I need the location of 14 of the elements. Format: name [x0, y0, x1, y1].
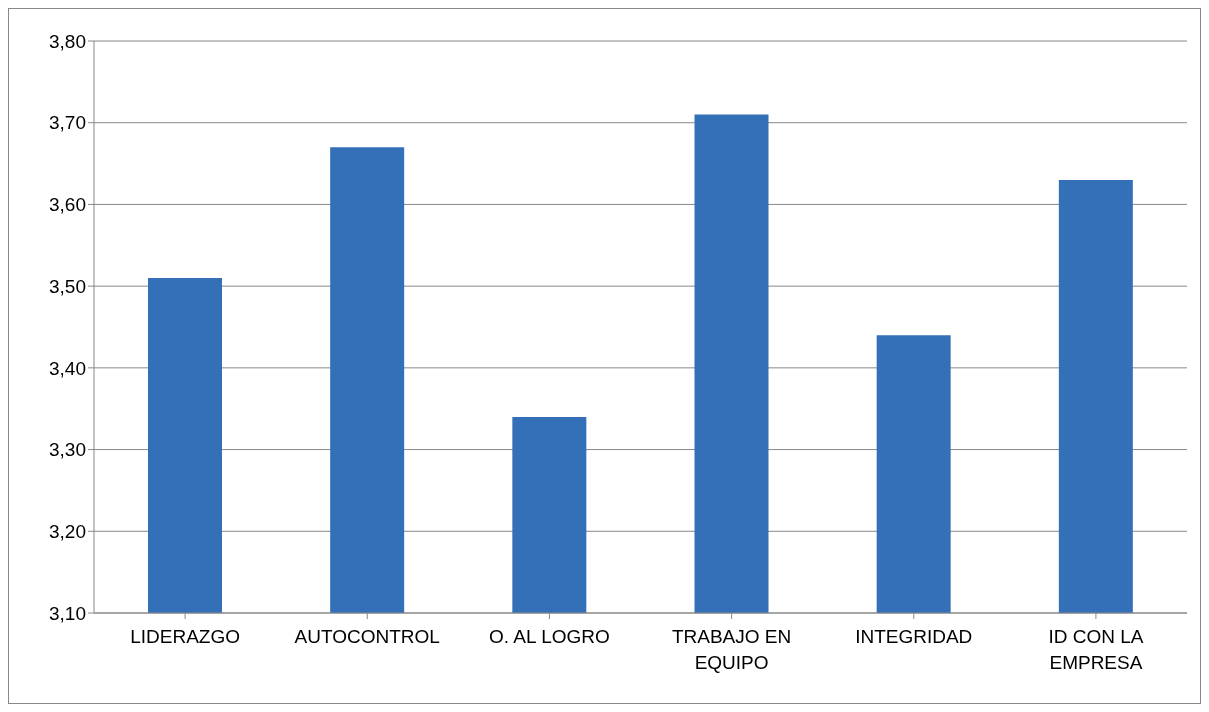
- x-tick-label: TRABAJO EN EQUIPO: [671, 626, 792, 673]
- x-tick-label: AUTOCONTROL: [294, 626, 440, 647]
- y-tick-label: 3,60: [49, 194, 86, 216]
- y-tick-label: 3,50: [49, 275, 86, 297]
- y-tick-label: 3,10: [49, 602, 86, 624]
- x-tick-label: INTEGRIDAD: [855, 626, 973, 647]
- y-tick-label: 3,80: [49, 30, 86, 52]
- y-tick-label: 3,70: [49, 112, 86, 134]
- y-tick-label: 3,40: [49, 357, 86, 379]
- x-tick-label: ID CON LA EMPRESA: [1048, 626, 1144, 673]
- x-tick-label: O. AL LOGRO: [489, 626, 610, 647]
- x-tick-label: LIDERAZGO: [130, 626, 240, 647]
- y-tick-label: 3,20: [49, 521, 86, 543]
- y-tick-label: 3,30: [49, 439, 86, 461]
